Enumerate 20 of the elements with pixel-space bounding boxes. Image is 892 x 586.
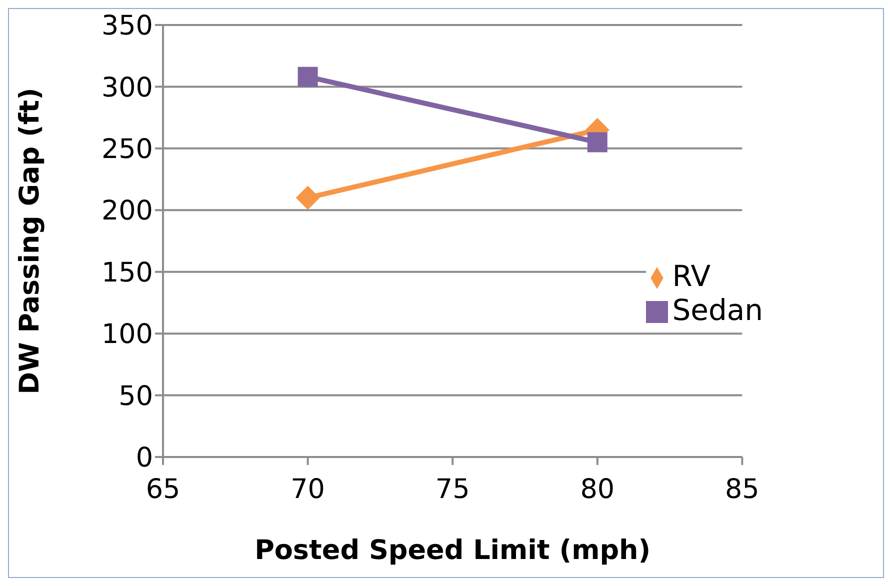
y-tick-label: 300 [101,72,153,104]
x-tick-label: 80 [580,474,615,506]
legend-label: Sedan [672,293,763,327]
legend-label: RV [672,259,711,293]
x-tick-label: 85 [725,474,760,506]
point [296,186,320,210]
y-tick-label: 100 [101,319,153,350]
point [298,66,318,87]
y-tick-label: 350 [101,10,153,42]
x-axis-title: Posted Speed Limit (mph) [254,535,651,566]
point [587,132,608,152]
y-tick-label: 50 [118,380,153,412]
y-axis-title: DW Passing Gap (ft) [14,88,46,394]
x-tick-label: 65 [146,474,180,506]
x-tick-label: 75 [435,474,470,506]
y-tick-label: 0 [136,442,153,474]
y-tick-label: 200 [101,196,153,227]
y-tick-label: 150 [101,257,153,288]
x-tick-label: 70 [290,474,325,506]
y-tick-label: 250 [101,134,153,166]
